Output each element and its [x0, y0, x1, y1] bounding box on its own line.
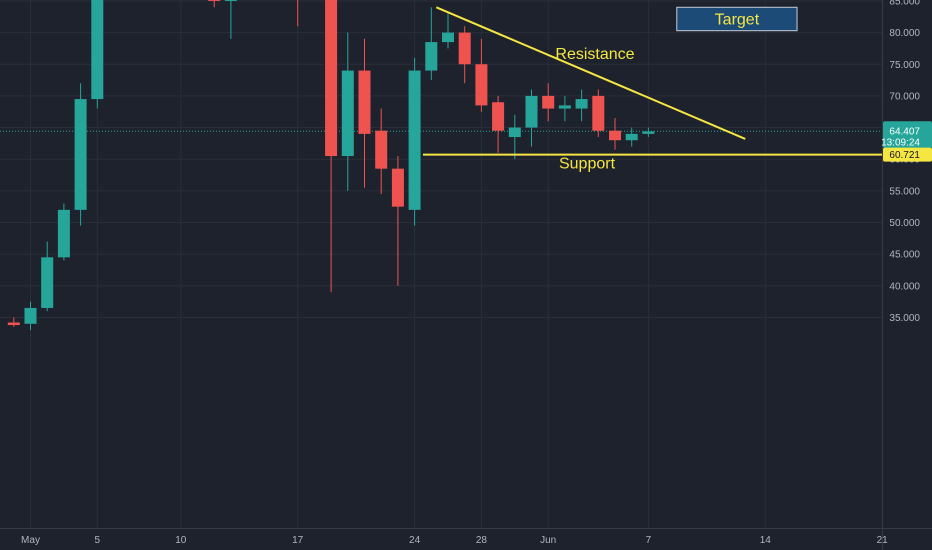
- price-tick-label: 75.000: [889, 60, 920, 71]
- candle: [91, 0, 104, 109]
- current-price-tag[interactable]: [883, 121, 932, 149]
- price-tick-label: 55.000: [889, 186, 920, 197]
- candle-body: [375, 130, 388, 169]
- candle-body: [208, 0, 221, 1]
- candle-body: [358, 70, 371, 134]
- price-tick-label: 85.000: [889, 0, 920, 7]
- time-tick-label: 14: [760, 535, 772, 546]
- time-tick-label: 17: [292, 535, 304, 546]
- candle: [408, 57, 421, 226]
- candle: [391, 156, 404, 286]
- candle: [425, 7, 438, 81]
- candle: [642, 127, 655, 138]
- candle-body: [542, 95, 555, 109]
- candle: [558, 95, 571, 122]
- time-tick-label: 28: [476, 535, 488, 546]
- candle-countdown: 13:09:24: [881, 137, 920, 148]
- resistance-trendline[interactable]: [435, 6, 746, 140]
- candle-body: [525, 95, 538, 128]
- candle-body: [575, 99, 588, 109]
- candle: [57, 203, 70, 261]
- target-box[interactable]: [676, 6, 798, 32]
- price-axis[interactable]: 35.00040.00045.00050.00055.00060.00065.0…: [881, 0, 932, 550]
- time-axis[interactable]: May 5 10 17 24 28 Jun 7 14 21: [0, 528, 932, 547]
- candle: [41, 241, 54, 312]
- candle-body: [625, 133, 638, 141]
- candle: [297, 0, 299, 27]
- candle-body: [24, 307, 37, 324]
- candle: [341, 32, 354, 191]
- candle-body: [425, 42, 438, 71]
- price-tick-label: 35.000: [889, 313, 920, 324]
- grid-layer: [0, 0, 883, 528]
- time-tick-label: 10: [175, 535, 187, 546]
- current-price-value: 64.407: [889, 126, 920, 137]
- time-tick-label: Jun: [540, 535, 556, 546]
- resistance-label: Resistance: [555, 46, 634, 63]
- price-tick-label: 40.000: [889, 281, 920, 292]
- candle: [208, 0, 221, 8]
- candle-body: [57, 209, 70, 258]
- candle: [442, 13, 454, 49]
- drawings-layer[interactable]: Target Resistance Support: [422, 6, 882, 173]
- price-tick-label: 80.000: [889, 28, 920, 39]
- candle-body: [41, 257, 54, 308]
- candle-body: [391, 168, 404, 207]
- candle-body: [609, 130, 621, 141]
- candle-body: [442, 32, 454, 43]
- candle: [492, 95, 505, 153]
- candle: [224, 0, 237, 39]
- candle-body: [224, 0, 237, 1]
- candle: [358, 38, 371, 188]
- candle-body: [408, 70, 421, 210]
- candle-body: [558, 105, 571, 109]
- candle: [458, 26, 471, 84]
- candle: [325, 0, 338, 293]
- candle-body: [492, 102, 505, 131]
- time-tick-label: 7: [646, 535, 652, 546]
- candle-body: [642, 131, 655, 134]
- target-label: Target: [715, 11, 760, 28]
- candle-body: [475, 64, 488, 106]
- support-label: Support: [559, 156, 616, 173]
- candle-body: [325, 0, 338, 157]
- candle-body: [458, 32, 471, 65]
- candle: [74, 83, 87, 226]
- price-tick-label: 50.000: [889, 218, 920, 229]
- candle: [609, 118, 621, 150]
- time-tick-label: 5: [95, 535, 101, 546]
- candle: [508, 114, 521, 160]
- time-tick-label: 24: [409, 535, 421, 546]
- candle: [24, 301, 37, 331]
- candle-body: [341, 70, 354, 157]
- time-tick-label: May: [21, 535, 40, 546]
- candle-body: [508, 127, 521, 138]
- candle: [475, 38, 488, 112]
- candles-layer: [7, 0, 655, 331]
- candle-body: [74, 99, 87, 210]
- price-tick-label: 45.000: [889, 250, 920, 261]
- candle-body: [7, 322, 20, 326]
- candle: [525, 89, 538, 147]
- candle: [542, 83, 555, 122]
- candle: [592, 89, 605, 138]
- candle-body: [91, 0, 104, 100]
- price-tick-label: 70.000: [889, 91, 920, 102]
- candle-body: [592, 95, 605, 131]
- candle: [575, 89, 588, 122]
- support-price-tag[interactable]: [883, 147, 932, 162]
- support-price-value: 60.721: [889, 150, 920, 161]
- candle: [7, 317, 20, 327]
- candle: [625, 127, 638, 147]
- candle: [375, 108, 388, 195]
- time-tick-label: 21: [877, 535, 889, 546]
